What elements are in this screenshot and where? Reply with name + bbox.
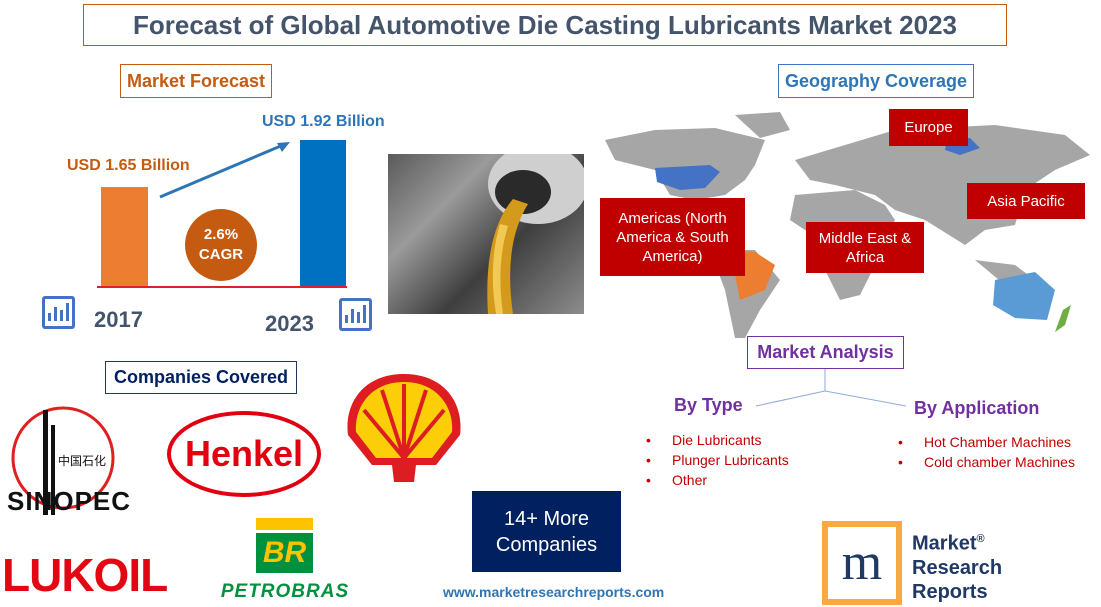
market-forecast-heading: Market Forecast [120,64,272,98]
list-item: Cold chamber Machines [896,452,1075,472]
list-item: Hot Chamber Machines [896,432,1075,452]
petrobras-yellow-bar [256,518,313,530]
by-application-list: Hot Chamber Machines Cold chamber Machin… [896,432,1075,472]
page-title: Forecast of Global Automotive Die Castin… [83,4,1007,46]
registered-mark: ® [976,533,985,545]
sinopec-name: SINOPEC [7,486,132,516]
cagr-badge: 2.6% CAGR [185,209,257,281]
region-americas: Americas (North America & South America) [600,198,745,276]
more-companies-line1: 14+ More [503,507,590,530]
bar-chart-icon [42,296,75,329]
mrr-logo-text: Market® Research Reports [912,527,1002,604]
petrobras-br-mark: BR [256,533,313,573]
by-type-list: Die Lubricants Plunger Lubricants Other [644,430,789,490]
end-value-label: USD 1.92 Billion [262,113,385,130]
market-analysis-heading: Market Analysis [747,336,904,369]
henkel-name: Henkel [184,433,304,474]
sinopec-chinese: 中国石化 [58,454,107,468]
list-item: Plunger Lubricants [644,450,789,470]
by-type-title: By Type [674,395,743,415]
year-2023: 2023 [265,311,314,336]
lukoil-logo: LUKOIL [2,549,168,601]
shell-logo [342,370,466,486]
petrobras-logo: BR PETROBRAS [215,515,355,607]
region-middle-east-africa: Middle East & Africa [806,222,924,273]
mrr-m-glyph: m [841,534,883,591]
more-companies-line2: Companies [495,533,598,556]
start-value-label: USD 1.65 Billion [67,157,190,174]
analysis-connector-lines [755,369,907,407]
mrr-line3: Reports [912,580,988,603]
geography-heading: Geography Coverage [778,64,974,98]
website-link[interactable]: www.marketresearchreports.com [443,584,665,600]
bar-chart-icon [339,298,372,331]
mrr-line2: Research [912,556,1003,579]
region-asia-pacific: Asia Pacific [967,183,1085,219]
growth-arrow-icon [159,142,290,199]
mrr-logo-mark: m [822,521,902,605]
by-application-title: By Application [914,398,1040,418]
mrr-line1: Market [912,532,977,555]
chart-baseline [97,286,347,288]
henkel-logo: Henkel [167,411,321,497]
list-item: Other [644,470,789,490]
more-companies-box: 14+ More Companies [472,491,621,572]
region-europe: Europe [889,109,968,146]
list-item: Die Lubricants [644,430,789,450]
oil-pouring-image [388,154,584,314]
year-2017: 2017 [94,307,143,332]
companies-heading: Companies Covered [105,361,297,394]
cagr-label: CAGR [198,246,244,263]
petrobras-name: PETROBRAS [220,581,350,602]
bar-2017 [101,187,148,286]
bar-2023 [300,140,346,286]
cagr-value: 2.6% [203,226,239,243]
sinopec-logo: 中国石化 SINOPEC [3,400,130,520]
